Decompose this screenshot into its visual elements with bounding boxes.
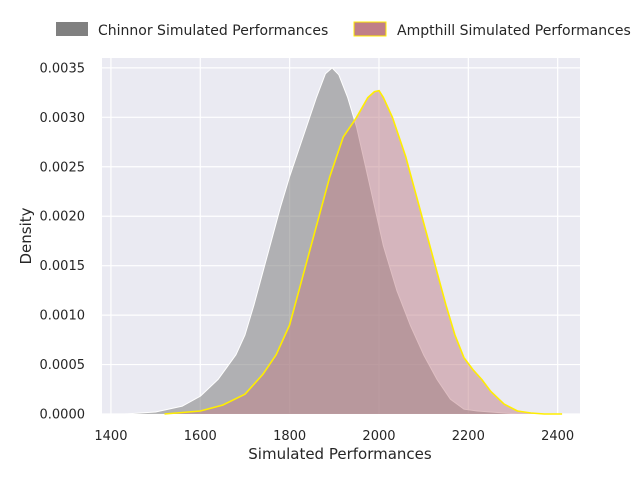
y-tick-label: 0.0005 — [40, 358, 86, 373]
density-line-series-1 — [164, 89, 563, 415]
x-tick-label: 1800 — [273, 429, 306, 444]
y-tick-label: 0.0035 — [40, 61, 86, 76]
legend: Chinnor Simulated Performances Ampthill … — [56, 21, 631, 39]
y-tick-label: 0.0020 — [40, 210, 86, 225]
x-tick-label: 2200 — [452, 429, 485, 444]
y-axis-ticks: 0.0000 0.0005 0.0010 0.0015 0.0020 0.0025 0.00… — [40, 61, 86, 422]
density-curves — [124, 67, 563, 415]
x-tick-label: 2400 — [541, 429, 574, 444]
x-axis-ticks: 1400 1600 1800 2000 2200 2400 — [94, 429, 574, 444]
y-tick-label: 0.0030 — [40, 111, 86, 126]
x-tick-label: 1600 — [184, 429, 217, 444]
legend-swatch-chinnor — [56, 22, 88, 36]
legend-label-ampthill: Ampthill Simulated Performances — [397, 23, 631, 39]
y-axis-label: Density — [17, 207, 35, 264]
y-tick-label: 0.0025 — [40, 160, 86, 175]
y-tick-label: 0.0015 — [40, 259, 86, 274]
x-axis-label: Simulated Performances — [248, 445, 432, 463]
y-tick-label: 0.0010 — [40, 309, 86, 324]
legend-label-chinnor: Chinnor Simulated Performances — [98, 23, 328, 39]
legend-swatch-ampthill — [353, 21, 387, 37]
density-area-series-1 — [164, 90, 563, 414]
x-tick-label: 1400 — [94, 429, 127, 444]
y-tick-label: 0.0000 — [40, 408, 86, 423]
x-tick-label: 2000 — [362, 429, 395, 444]
